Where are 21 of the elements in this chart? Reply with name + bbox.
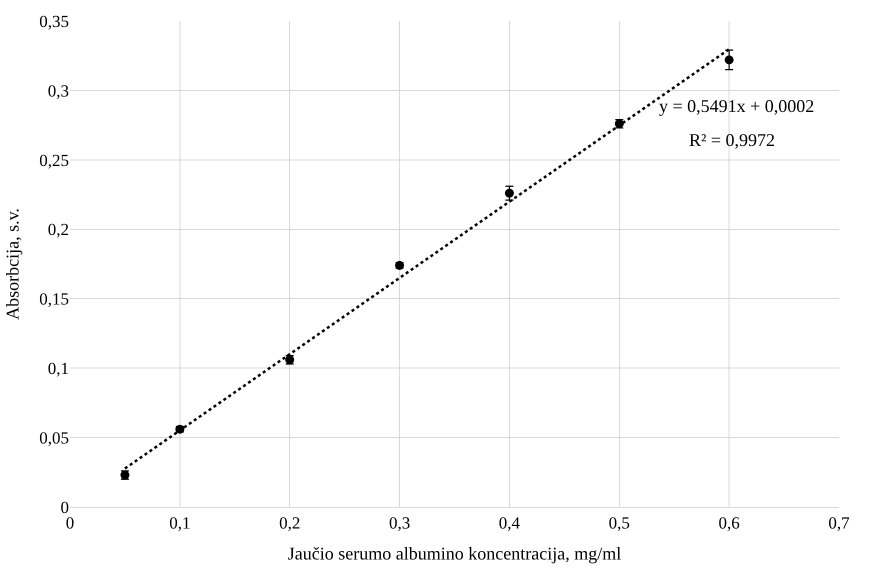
annotation: R² = 0,9972 (689, 130, 776, 150)
x-tick-label: 0,6 (718, 513, 740, 532)
y-tick-label: 0 (60, 498, 69, 517)
y-tick-label: 0,3 (48, 81, 69, 100)
x-tick-label: 0,5 (608, 513, 630, 532)
annotation: y = 0,5491x + 0,0002 (659, 96, 814, 116)
y-tick-label: 0,1 (48, 359, 69, 378)
y-tick-label: 0,15 (39, 290, 69, 309)
y-tick-label: 0,35 (39, 12, 69, 31)
y-tick-label: 0,05 (39, 428, 69, 448)
y-tick-label: 0,25 (39, 150, 69, 170)
x-axis-title: Jaučio serumo albumino koncentracija, mg/ml (288, 544, 622, 564)
x-tick-label: 0,1 (169, 513, 190, 532)
y-tick-label: 0,2 (48, 220, 69, 240)
x-tick-label: 0,7 (828, 513, 850, 532)
x-tick-label: 0,4 (498, 513, 521, 532)
point (724, 55, 734, 64)
y-axis-title: Absorbcija, s.v. (2, 208, 22, 320)
x-tick-label: 0,2 (279, 513, 300, 532)
x-tick-label: 0,3 (388, 513, 410, 532)
point (504, 188, 514, 198)
